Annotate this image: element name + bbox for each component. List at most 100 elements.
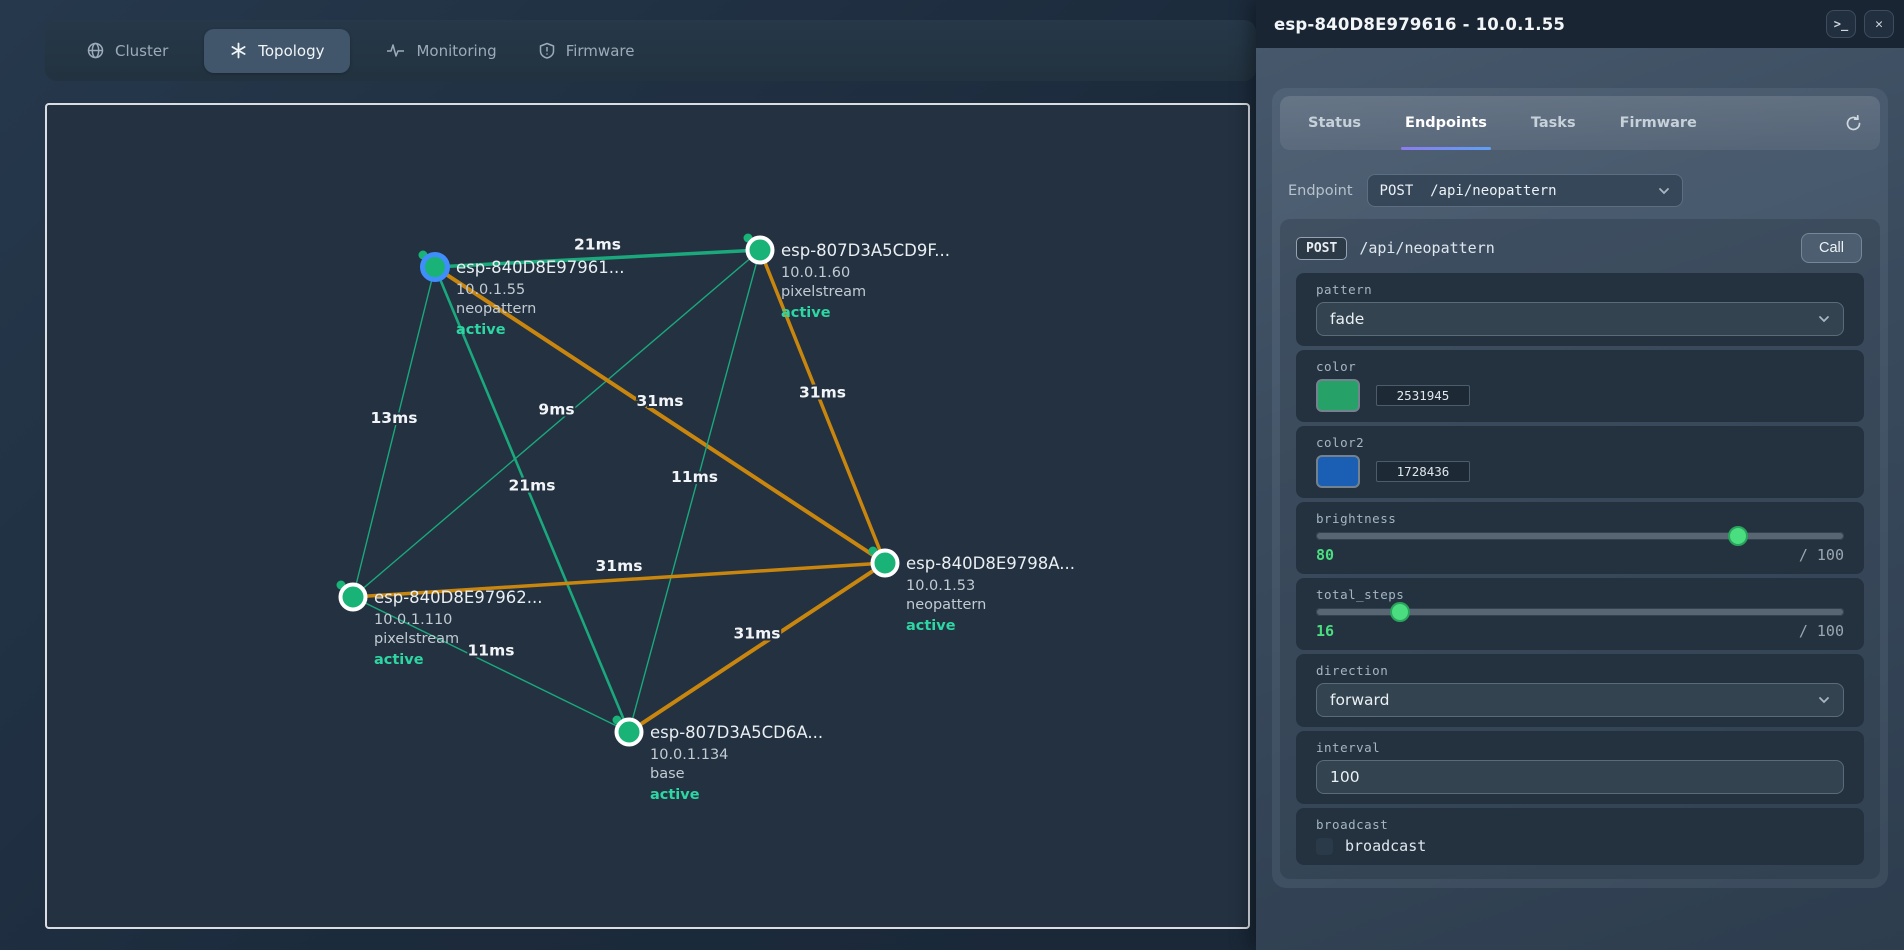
edge-B-D <box>352 249 761 598</box>
refresh-icon <box>1845 114 1862 132</box>
color2-swatch[interactable] <box>1316 455 1360 488</box>
edge-latency-label: 11ms <box>468 642 515 660</box>
edge-latency-label: 21ms <box>574 236 621 254</box>
topology-canvas[interactable]: 21ms 13ms 9ms 31ms 31ms 11ms 21ms 31ms 11ms 31ms e… <box>45 103 1250 929</box>
device-node-B[interactable] <box>745 235 775 265</box>
field-brightness: brightness 80 / 100 <box>1296 502 1864 574</box>
pattern-select[interactable]: fade <box>1316 302 1844 336</box>
edge-latency-label: 31ms <box>596 557 643 575</box>
field-label: pattern <box>1316 282 1373 297</box>
select-value: fade <box>1330 310 1365 328</box>
tab-firmware[interactable]: Firmware <box>1619 115 1697 131</box>
node-role: pixelstream <box>781 284 866 300</box>
chevron-down-icon <box>1818 696 1830 704</box>
device-node-A[interactable] <box>420 252 450 282</box>
node-label: esp-840D8E9798A... <box>906 554 1075 573</box>
edge-latency-label: 13ms <box>371 409 418 427</box>
endpoints-pane: Status Endpoints Tasks Firmware Endpoint PO… <box>1272 88 1888 888</box>
slider-value: 16 <box>1316 622 1335 640</box>
direction-select[interactable]: forward <box>1316 683 1844 717</box>
tab-status[interactable]: Status <box>1308 115 1362 131</box>
request-fields: patternfadecolorcolor2brightness80/ 100t… <box>1296 273 1864 865</box>
node-ip: 10.0.1.60 <box>781 265 850 281</box>
close-icon: ✕ <box>1875 16 1883 32</box>
brightness-slider[interactable] <box>1316 526 1844 546</box>
edge-D-C <box>351 561 887 599</box>
pulse-icon <box>386 43 405 58</box>
node-ip: 10.0.1.55 <box>456 282 525 298</box>
slider-max: / 100 <box>1798 622 1844 640</box>
field-color: color <box>1296 350 1864 422</box>
broadcast-checkbox[interactable] <box>1316 837 1333 855</box>
interval-input[interactable] <box>1316 760 1844 794</box>
slider-max: / 100 <box>1798 546 1844 564</box>
close-button[interactable]: ✕ <box>1864 10 1894 38</box>
request-row: POST /api/neopattern Call <box>1296 231 1864 265</box>
node-status: active <box>781 305 831 321</box>
nav-item-firmware[interactable]: Firmware <box>533 29 641 73</box>
topology-graph: 21ms 13ms 9ms 31ms 31ms 11ms 21ms 31ms 11ms 31ms e… <box>336 233 1075 803</box>
color-number-input[interactable] <box>1376 385 1470 406</box>
edge-A-C <box>433 265 887 565</box>
color2-number-input[interactable] <box>1376 461 1470 482</box>
tab-endpoints[interactable]: Endpoints <box>1383 96 1509 150</box>
chevron-down-icon <box>1658 187 1670 195</box>
call-button[interactable]: Call <box>1801 233 1862 263</box>
field-label: direction <box>1316 663 1389 678</box>
endpoint-select-value: POST /api/neopattern <box>1379 182 1557 199</box>
nav-item-cluster[interactable]: Cluster <box>81 29 174 73</box>
slider-thumb[interactable] <box>1728 526 1749 546</box>
refresh-button[interactable] <box>1845 114 1862 132</box>
device-node-C[interactable] <box>870 548 900 578</box>
node-role: neopattern <box>906 597 986 613</box>
request-path: /api/neopattern <box>1359 239 1495 257</box>
node-role: base <box>650 766 685 782</box>
total_steps-slider[interactable] <box>1316 602 1844 622</box>
field-label: brightness <box>1316 511 1397 526</box>
nav-item-label: Cluster <box>115 41 169 60</box>
edge-A-D <box>352 266 436 598</box>
node-role: neopattern <box>456 301 536 317</box>
field-label: interval <box>1316 740 1381 755</box>
device-panel-header: esp-840D8E979616 - 10.0.1.55 >_ ✕ <box>1256 0 1904 48</box>
field-interval: interval <box>1296 731 1864 804</box>
node-label: esp-840D8E97962... <box>374 588 543 607</box>
node-status: active <box>374 652 424 668</box>
request-section: POST /api/neopattern Call pattern fade col… <box>1280 219 1880 879</box>
field-total_steps: total_steps 16 / 100 <box>1296 578 1864 650</box>
tab-tasks[interactable]: Tasks <box>1530 115 1576 131</box>
edge-latency-label: 31ms <box>799 384 846 402</box>
shield-icon <box>539 42 555 59</box>
field-label: broadcast <box>1316 817 1389 832</box>
edge-A-B <box>433 248 762 269</box>
globe-icon <box>87 42 104 59</box>
endpoint-selector-row: Endpoint POST /api/neopattern <box>1288 174 1872 207</box>
device-node-E[interactable] <box>614 717 644 747</box>
color-swatch[interactable] <box>1316 379 1360 412</box>
node-status: active <box>906 618 956 634</box>
nav-item-label: Firmware <box>565 41 635 60</box>
checkbox-label: broadcast <box>1345 837 1427 855</box>
panel-tabs: Status Endpoints Tasks Firmware <box>1280 96 1880 150</box>
field-broadcast: broadcast broadcast <box>1296 808 1864 865</box>
slider-thumb[interactable] <box>1390 602 1411 622</box>
nav-item-topology[interactable]: Topology <box>204 28 351 73</box>
nav-item-monitoring[interactable]: Monitoring <box>380 29 502 73</box>
field-label: color2 <box>1316 435 1365 450</box>
node-ip: 10.0.1.134 <box>650 747 728 763</box>
device-node-D[interactable] <box>338 582 368 612</box>
edge-latency-label: 31ms <box>637 392 684 410</box>
field-label: color <box>1316 359 1357 374</box>
topology-icon <box>230 42 247 59</box>
chevron-down-icon <box>1818 315 1830 323</box>
slider-value: 80 <box>1316 546 1335 564</box>
node-ip: 10.0.1.53 <box>906 578 975 594</box>
edge-B-C <box>758 248 887 565</box>
device-panel: esp-840D8E979616 - 10.0.1.55 >_ ✕ Status… <box>1256 0 1904 950</box>
field-pattern: pattern fade <box>1296 273 1864 346</box>
device-title: esp-840D8E979616 - 10.0.1.55 <box>1274 14 1566 34</box>
endpoint-select[interactable]: POST /api/neopattern <box>1366 174 1683 207</box>
field-direction: direction forward <box>1296 654 1864 727</box>
terminal-button[interactable]: >_ <box>1826 10 1856 38</box>
